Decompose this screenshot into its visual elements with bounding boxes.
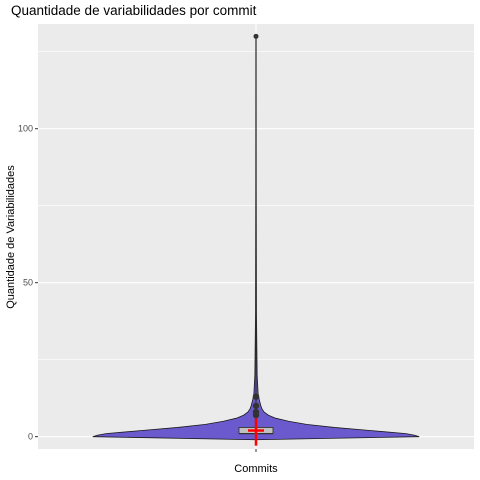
axes: 0 50 100 xyxy=(18,124,257,452)
chart-title: Quantidade de variabilidades por commit xyxy=(11,3,257,18)
y-axis-title: Quantidade de Variabilidades xyxy=(5,165,17,309)
outlier-point xyxy=(252,393,260,400)
x-axis-title: Commits xyxy=(234,463,278,475)
y-tick-label: 100 xyxy=(18,124,33,134)
outlier-point xyxy=(252,402,260,410)
y-tick-label: 50 xyxy=(23,278,33,288)
plot-data xyxy=(92,33,420,446)
y-tick-label: 0 xyxy=(28,432,33,442)
outlier-point xyxy=(252,408,260,416)
outlier-point xyxy=(253,33,259,39)
